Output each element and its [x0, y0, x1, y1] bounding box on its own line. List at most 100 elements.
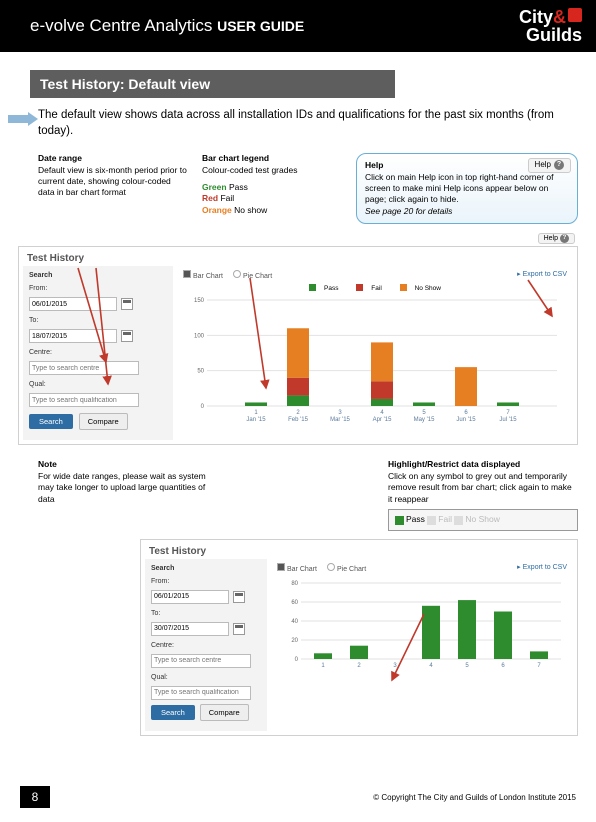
- shot2-chart-area: Bar Chart Pie Chart ▸ Export to CSV 0204…: [273, 559, 573, 731]
- svg-text:Jun '15: Jun '15: [456, 417, 476, 423]
- chart-legend: Pass Fail No Show: [183, 284, 567, 291]
- pie-chart-icon: [327, 563, 335, 571]
- help-body: Click on main Help icon in top right-han…: [365, 172, 569, 206]
- svg-text:Jul '15: Jul '15: [499, 417, 517, 423]
- top-band: e-volve Centre Analytics USER GUIDE City…: [0, 0, 596, 52]
- hr-noshow[interactable]: No Show: [454, 514, 500, 524]
- svg-text:3: 3: [338, 410, 342, 416]
- hr-fail[interactable]: Fail: [427, 514, 452, 524]
- calendar-icon[interactable]: [233, 623, 245, 635]
- legend-noshow[interactable]: No Show: [396, 284, 445, 291]
- hr-pass[interactable]: Pass: [395, 514, 425, 524]
- svg-text:1: 1: [321, 663, 325, 669]
- centre-label: Centre:: [29, 349, 52, 356]
- to-input[interactable]: [29, 329, 117, 343]
- from-label: From:: [151, 578, 169, 585]
- page-number: 8: [20, 786, 50, 808]
- hr-hd: Highlight/Restrict data displayed: [388, 459, 578, 470]
- legend-green-t: Pass: [229, 182, 248, 192]
- svg-text:Feb '15: Feb '15: [288, 417, 308, 423]
- to-label: To:: [29, 317, 38, 324]
- pie-chart-icon: [233, 270, 241, 278]
- brand-l2: Guilds: [519, 26, 582, 44]
- svg-text:60: 60: [291, 600, 298, 606]
- calendar-icon[interactable]: [233, 591, 245, 603]
- svg-text:150: 150: [194, 298, 205, 304]
- centre-input[interactable]: [29, 361, 139, 375]
- brand-logo: City& Guilds: [519, 8, 582, 44]
- bar-chart-1: 0501001501Jan '152Feb '153Mar '154Apr '1…: [183, 294, 563, 424]
- svg-text:2: 2: [357, 663, 361, 669]
- svg-text:4: 4: [380, 410, 384, 416]
- legend-fail[interactable]: Fail: [352, 284, 385, 291]
- help-em: See page 20 for details: [365, 206, 569, 217]
- calendar-icon[interactable]: [121, 298, 133, 310]
- svg-text:7: 7: [537, 663, 541, 669]
- shot1-title: Test History: [23, 251, 573, 266]
- search-hd: Search: [29, 272, 167, 279]
- highlight-restrict-box: Highlight/Restrict data displayed Click …: [388, 459, 578, 530]
- from-input[interactable]: [151, 590, 229, 604]
- legend-orange-t: No show: [234, 205, 267, 215]
- brand-crest-icon: [568, 8, 582, 22]
- to-input[interactable]: [151, 622, 229, 636]
- title-a: e-volve Centre Analytics: [30, 16, 212, 35]
- bar-chart-toggle[interactable]: Bar Chart: [277, 563, 317, 573]
- svg-text:6: 6: [464, 410, 468, 416]
- svg-text:Jan '15: Jan '15: [246, 417, 266, 423]
- intro-arrow-icon: [8, 112, 38, 126]
- intro-text: The default view shows data across all i…: [38, 108, 596, 139]
- pie-chart-toggle[interactable]: Pie Chart: [327, 563, 366, 573]
- bar-chart-toggle[interactable]: Bar Chart: [183, 270, 223, 280]
- footer: 8 © Copyright The City and Guilds of Lon…: [0, 780, 596, 822]
- screenshot-1: Help? Test History Search From: To: Cent…: [18, 246, 578, 445]
- bar-chart-icon: [183, 270, 191, 278]
- help-q-icon: ?: [560, 234, 569, 243]
- note-box: Note For wide date ranges, please wait a…: [38, 459, 208, 505]
- export-csv-link[interactable]: ▸ Export to CSV: [517, 563, 567, 571]
- bar-chart-icon: [277, 563, 285, 571]
- screenshot-2: Test History Search From: To: Centre: Qu…: [140, 539, 578, 736]
- svg-text:5: 5: [422, 410, 426, 416]
- search-button[interactable]: Search: [29, 414, 73, 429]
- help-btn-label: Help: [535, 160, 551, 171]
- svg-text:7: 7: [506, 410, 510, 416]
- compare-button[interactable]: Compare: [79, 413, 128, 430]
- svg-text:5: 5: [465, 663, 469, 669]
- note-hd: Note: [38, 459, 208, 470]
- search-hd: Search: [151, 565, 261, 572]
- hr-body: Click on any symbol to grey out and temp…: [388, 471, 578, 505]
- help-button[interactable]: Help?: [528, 158, 571, 173]
- svg-text:3: 3: [393, 663, 397, 669]
- callouts-row: Date range Default view is six-month per…: [38, 153, 578, 224]
- callout-legend: Bar chart legend Colour-coded test grade…: [202, 153, 342, 216]
- svg-text:Apr '15: Apr '15: [373, 417, 392, 423]
- legend-pass[interactable]: Pass: [305, 284, 342, 291]
- shot2-title: Test History: [145, 544, 573, 559]
- svg-text:0: 0: [295, 657, 299, 663]
- from-input[interactable]: [29, 297, 117, 311]
- callout-date-body: Default view is six-month period prior t…: [38, 165, 188, 199]
- legend-green: Green: [202, 182, 227, 192]
- svg-text:80: 80: [291, 581, 298, 587]
- centre-input[interactable]: [151, 654, 251, 668]
- compare-button[interactable]: Compare: [200, 704, 249, 721]
- to-label: To:: [151, 610, 160, 617]
- svg-text:4: 4: [429, 663, 433, 669]
- search-button[interactable]: Search: [151, 705, 195, 720]
- hr-legend: Pass Fail No Show: [388, 509, 578, 530]
- calendar-icon[interactable]: [121, 330, 133, 342]
- brand-l1: City: [519, 7, 553, 27]
- svg-text:50: 50: [197, 368, 204, 374]
- qual-input[interactable]: [151, 686, 251, 700]
- callout-date-range: Date range Default view is six-month per…: [38, 153, 188, 199]
- pie-chart-toggle[interactable]: Pie Chart: [233, 270, 272, 280]
- qual-input[interactable]: [29, 393, 139, 407]
- shot1-side-panel: Search From: To: Centre: Qual: Search Co…: [23, 266, 173, 440]
- fail-swatch-icon: [427, 516, 436, 525]
- noshow-swatch-icon: [454, 516, 463, 525]
- shot1-help-button[interactable]: Help?: [538, 233, 575, 244]
- svg-text:May '15: May '15: [414, 417, 435, 423]
- svg-text:40: 40: [291, 619, 298, 625]
- export-csv-link[interactable]: ▸ Export to CSV: [517, 270, 567, 278]
